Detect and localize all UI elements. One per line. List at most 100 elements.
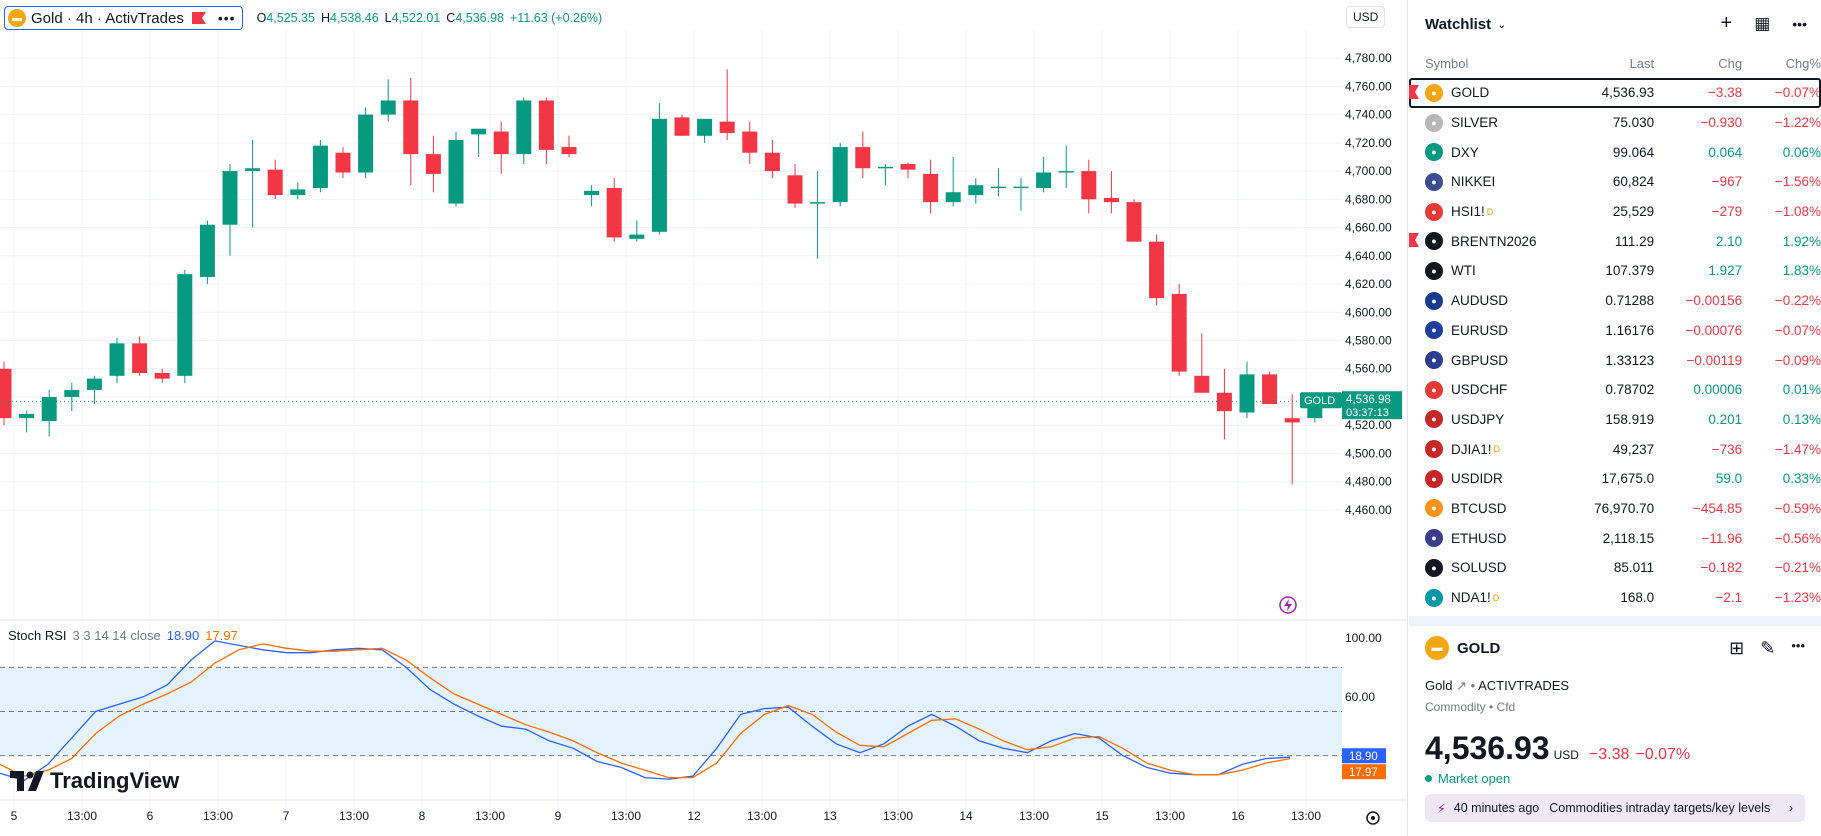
candle[interactable] [64,382,80,412]
lightning-icon[interactable] [1279,596,1297,614]
details-exchange[interactable]: ACTIVTRADES [1478,678,1570,693]
candle[interactable] [1149,234,1165,306]
watchlist-row[interactable]: ● EURUSD 1.16176 −0.00076 −0.07% [1409,316,1821,346]
watchlist-row[interactable]: ● GOLD 4,536.93 −3.38 −0.07% [1409,78,1821,108]
tradingview-logo[interactable]: TradingView [10,768,179,794]
candle[interactable] [968,178,984,204]
watchlist-row[interactable]: ● USDIDR 17,675.0 59.0 0.33% [1409,464,1821,494]
candle[interactable] [1194,333,1210,393]
candle[interactable] [199,220,215,285]
watchlist-row[interactable]: ● DJIA1! D 49,237 −736 −1.47% [1409,434,1821,464]
candle[interactable] [335,147,351,179]
watchlist-row[interactable]: ● ETHUSD 2,118.15 −11.96 −0.56% [1409,523,1821,553]
watchlist-row[interactable]: ● WTI 107.379 1.927 1.83% [1409,256,1821,286]
watchlist-row[interactable]: ● BRENTN2026 111.29 2.10 1.92% [1409,226,1821,256]
advanced-view-icon[interactable]: ▦ [1754,13,1771,33]
candle[interactable] [1013,178,1029,211]
flag-icon[interactable] [1409,233,1419,248]
more-options-icon[interactable]: ••• [1791,638,1805,653]
candle[interactable] [1171,284,1187,376]
candle[interactable] [222,164,238,256]
candle[interactable] [1058,145,1074,189]
candle[interactable] [742,121,758,165]
candle[interactable] [403,77,419,186]
watchlist-row[interactable]: ● USDJPY 158.919 0.201 0.13% [1409,405,1821,435]
candle[interactable] [448,131,464,207]
candle[interactable] [1284,394,1300,485]
candle[interactable] [945,156,961,207]
candle[interactable] [810,171,826,259]
candle[interactable] [154,368,170,383]
col-last[interactable]: Last [1629,55,1655,71]
candle[interactable] [86,375,102,405]
candle[interactable] [1081,159,1097,214]
candle[interactable] [380,79,396,122]
candle[interactable] [1036,156,1052,193]
candle[interactable] [493,121,509,174]
candle[interactable] [1103,171,1119,214]
candle[interactable] [1216,368,1232,440]
symbol-search-button[interactable]: ▬ Gold · 4h · ActivTrades ••• [4,6,243,30]
col-symbol[interactable]: Symbol [1425,55,1469,71]
news-item[interactable]: ⚡ 40 minutes ago Commodities intraday ta… [1425,794,1805,822]
candle[interactable] [358,107,374,179]
more-options-icon[interactable]: ••• [217,10,236,26]
candle[interactable] [697,118,713,143]
candle[interactable] [109,337,125,383]
chart-area[interactable]: 4,780.00 4,760.00 4,740.00 4,720.00 4,700.00… [0,0,1408,836]
more-options-icon[interactable]: ••• [1792,15,1807,32]
candle[interactable] [764,140,780,179]
candle[interactable] [0,361,12,426]
candle[interactable] [832,142,848,207]
gear-icon[interactable] [1366,811,1380,825]
watchlist-row[interactable]: ● SOLUSD 85.011 −0.182 −0.21% [1409,553,1821,583]
candle[interactable] [312,140,328,193]
chevron-down-icon[interactable]: ⌄ [1497,18,1507,31]
col-chg[interactable]: Chg [1718,55,1743,71]
candle[interactable] [877,164,893,186]
candle[interactable] [923,159,939,214]
candle[interactable] [516,97,532,165]
watchlist-row[interactable]: ● BTCUSD 76,970.70 −454.85 −0.59% [1409,494,1821,524]
candle[interactable] [1262,371,1278,405]
candle[interactable] [132,336,148,376]
candle[interactable] [855,131,871,179]
external-link-icon[interactable]: ↗ [1456,678,1467,693]
currency-button[interactable]: USD [1346,6,1386,28]
price-chart[interactable]: 4,780.00 4,760.00 4,740.00 4,720.00 4,700.00… [0,0,1408,836]
candle[interactable] [990,168,1006,197]
candle[interactable] [606,178,622,242]
candle[interactable] [245,140,261,228]
candle[interactable] [471,128,487,157]
layout-icon[interactable]: ⊞ [1729,638,1745,658]
candle[interactable] [538,97,554,165]
stoch-rsi-legend[interactable]: Stoch RSI 3 3 14 14 close 18.90 17.97 [8,628,238,643]
candle[interactable] [584,185,600,207]
candle[interactable] [290,182,306,200]
candle[interactable] [561,135,577,157]
details-symbol[interactable]: GOLD [1457,639,1501,657]
candle[interactable] [41,389,57,437]
watchlist-row[interactable]: ● NDA1! D 168.0 −2.1 −1.23% [1409,583,1821,613]
details-name[interactable]: Gold [1425,678,1453,693]
watchlist-row[interactable]: ● HSI1! D 25,529 −279 −1.08% [1409,197,1821,227]
col-chg-percent[interactable]: Chg% [1785,55,1821,71]
candle[interactable] [629,220,645,242]
watchlist-row[interactable]: ● USDCHF 0.78702 0.00006 0.01% [1409,375,1821,405]
watchlist-row[interactable]: ● SILVER 75.030 −0.930 −1.22% [1409,108,1821,138]
candle[interactable] [1126,199,1142,242]
watchlist-row[interactable]: ● DXY 99.064 0.064 0.06% [1409,137,1821,167]
candle[interactable] [719,69,735,141]
flag-icon[interactable] [191,12,206,24]
candle[interactable] [177,269,193,383]
watchlist-row[interactable]: ● NIKKEI 60,824 −967 −1.56% [1409,167,1821,197]
candle[interactable] [651,103,667,235]
candle[interactable] [267,159,283,200]
candle[interactable] [674,114,690,136]
candle[interactable] [19,411,35,433]
candle[interactable] [1239,361,1255,419]
watchlist-header[interactable]: Watchlist ⌄ [1409,0,1821,48]
flag-icon[interactable] [1409,85,1419,99]
candle[interactable] [900,162,916,179]
watchlist-row[interactable]: ● AUDUSD 0.71288 −0.00156 −0.22% [1409,286,1821,316]
